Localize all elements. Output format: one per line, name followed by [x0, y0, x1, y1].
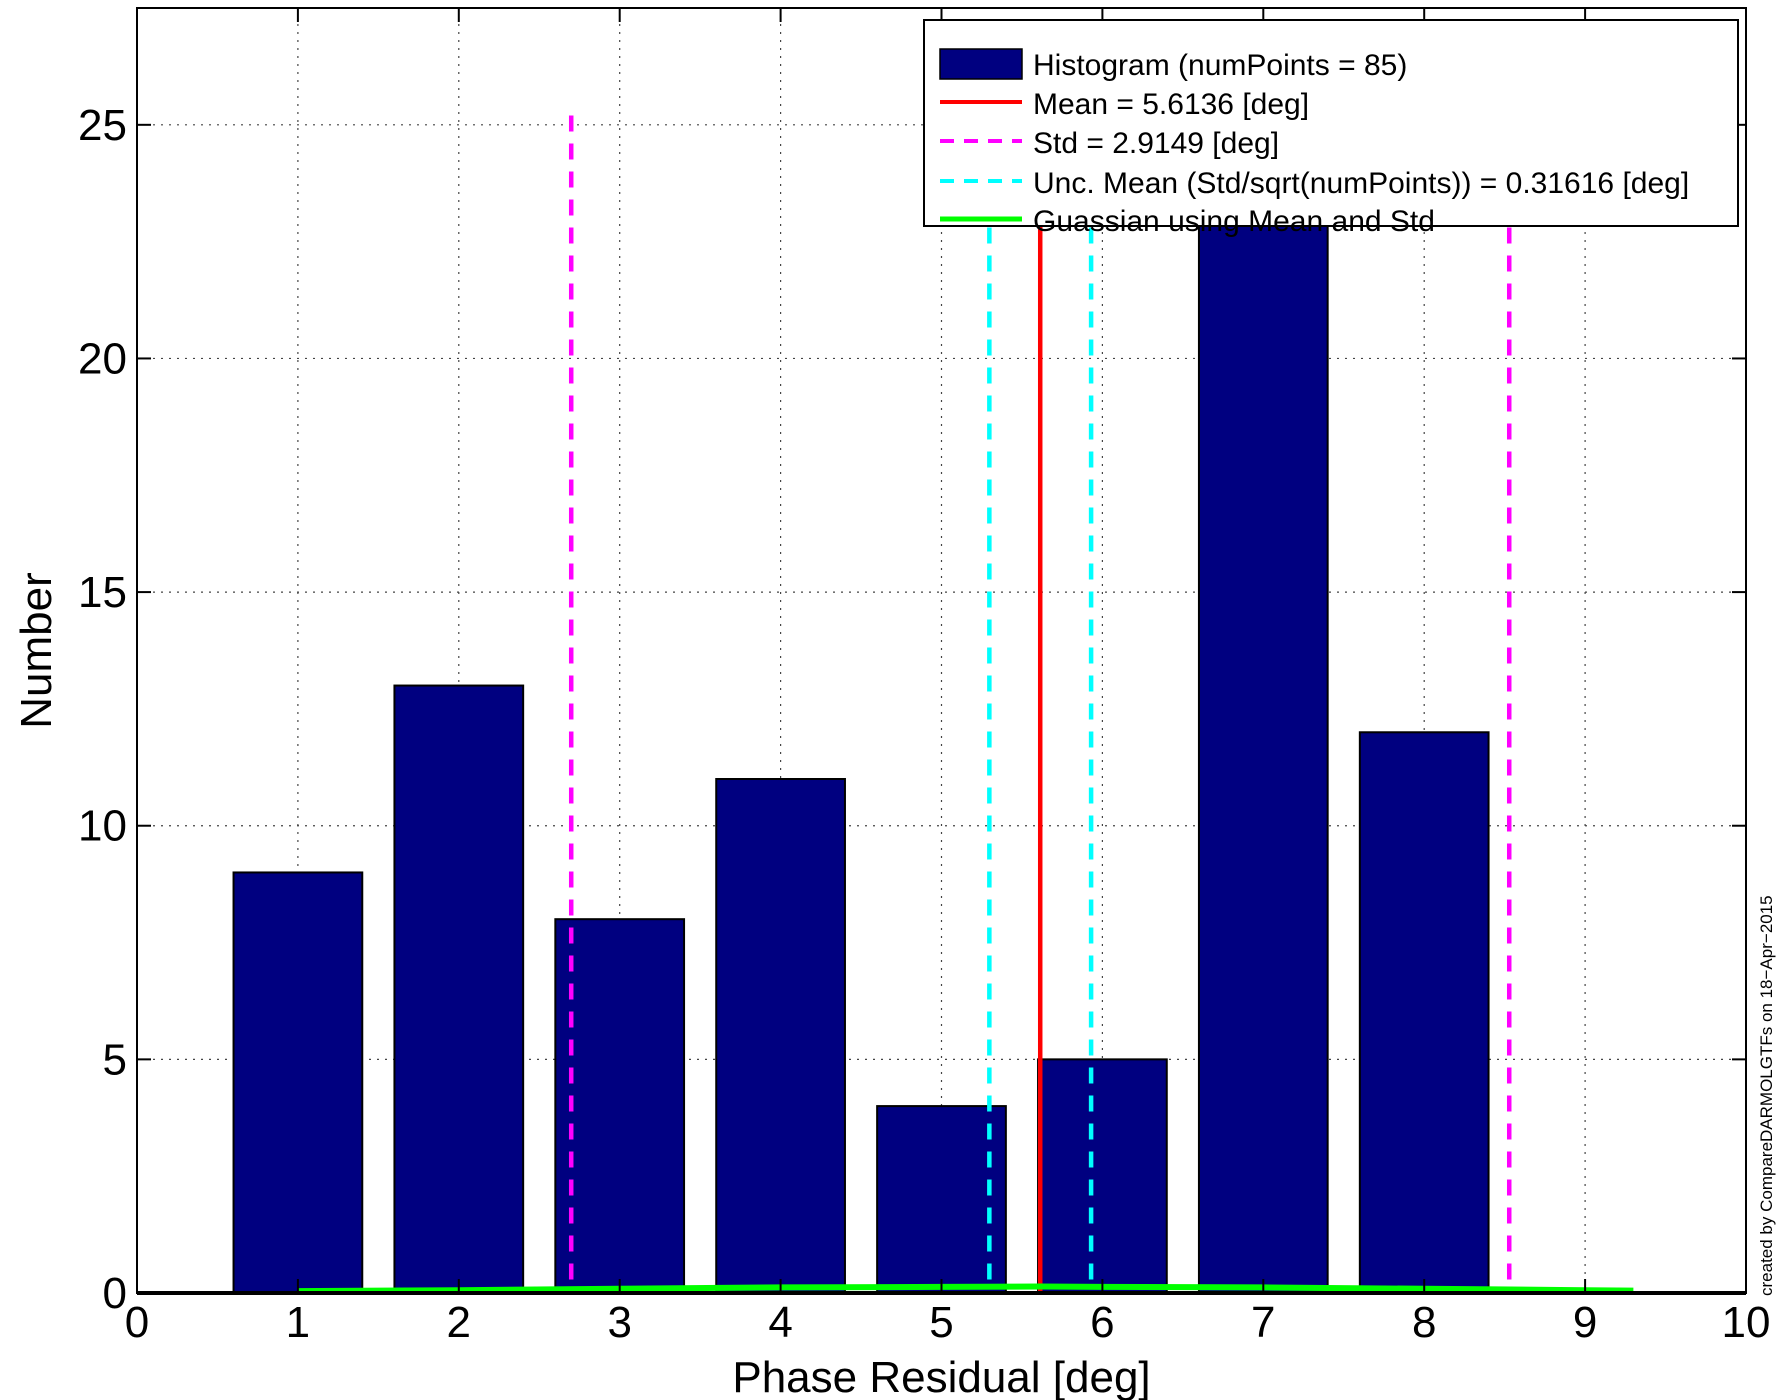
y-tick-label: 0: [103, 1269, 127, 1318]
footer-credit: created by CompareDARMOLGTFs on 18−Apr−2…: [1757, 895, 1776, 1296]
legend-label-mean: Mean = 5.6136 [deg]: [1033, 88, 1309, 121]
legend-label-gaussian: Guassian using Mean and Std: [1033, 205, 1435, 238]
legend-label-histogram: Histogram (numPoints = 85): [1033, 49, 1407, 82]
x-tick-label: 2: [447, 1298, 471, 1347]
histogram-bars: [232, 217, 1490, 1295]
legend: Histogram (numPoints = 85) Mean = 5.6136…: [923, 19, 1739, 238]
y-tick-label: 15: [78, 568, 127, 617]
y-tick-label: 10: [78, 802, 127, 851]
x-tick-label: 5: [929, 1298, 953, 1347]
legend-label-std: Std = 2.9149 [deg]: [1033, 127, 1279, 160]
histogram-bar: [393, 684, 525, 1294]
histogram-bar: [1037, 1058, 1168, 1295]
axis-ticks: 0 1 2 3 4 5 6 7 8 9 10 0 5 10 15 20 25: [78, 8, 1770, 1347]
x-tick-label: 3: [607, 1298, 631, 1347]
legend-box: [923, 19, 1739, 227]
x-tick-label: 10: [1722, 1298, 1771, 1347]
x-tick-label: 9: [1573, 1298, 1597, 1347]
x-tick-label: 1: [286, 1298, 310, 1347]
legend-swatch-histogram: [939, 48, 1023, 80]
gaussian-line: [297, 1283, 1634, 1295]
histogram-bar: [1358, 731, 1490, 1294]
y-axis-label: Number: [12, 572, 61, 729]
x-tick-label: 8: [1412, 1298, 1436, 1347]
histogram-bar: [876, 1105, 1007, 1295]
statistic-lines: [568, 115, 1512, 1293]
histogram-bar: [1197, 217, 1329, 1295]
y-tick-label: 5: [103, 1035, 127, 1084]
y-tick-label: 25: [78, 101, 127, 150]
x-axis-label: Phase Residual [deg]: [732, 1353, 1150, 1400]
legend-label-unc-mean: Unc. Mean (Std/sqrt(numPoints)) = 0.3161…: [1033, 167, 1689, 200]
x-tick-label: 7: [1251, 1298, 1275, 1347]
gaussian-curve: [297, 1283, 1634, 1295]
y-tick-label: 20: [78, 334, 127, 383]
histogram-bar: [715, 778, 846, 1294]
x-tick-label: 6: [1090, 1298, 1114, 1347]
x-tick-label: 0: [125, 1298, 149, 1347]
histogram-bar: [554, 918, 686, 1294]
x-tick-label: 4: [768, 1298, 792, 1347]
histogram-bar: [232, 871, 364, 1294]
